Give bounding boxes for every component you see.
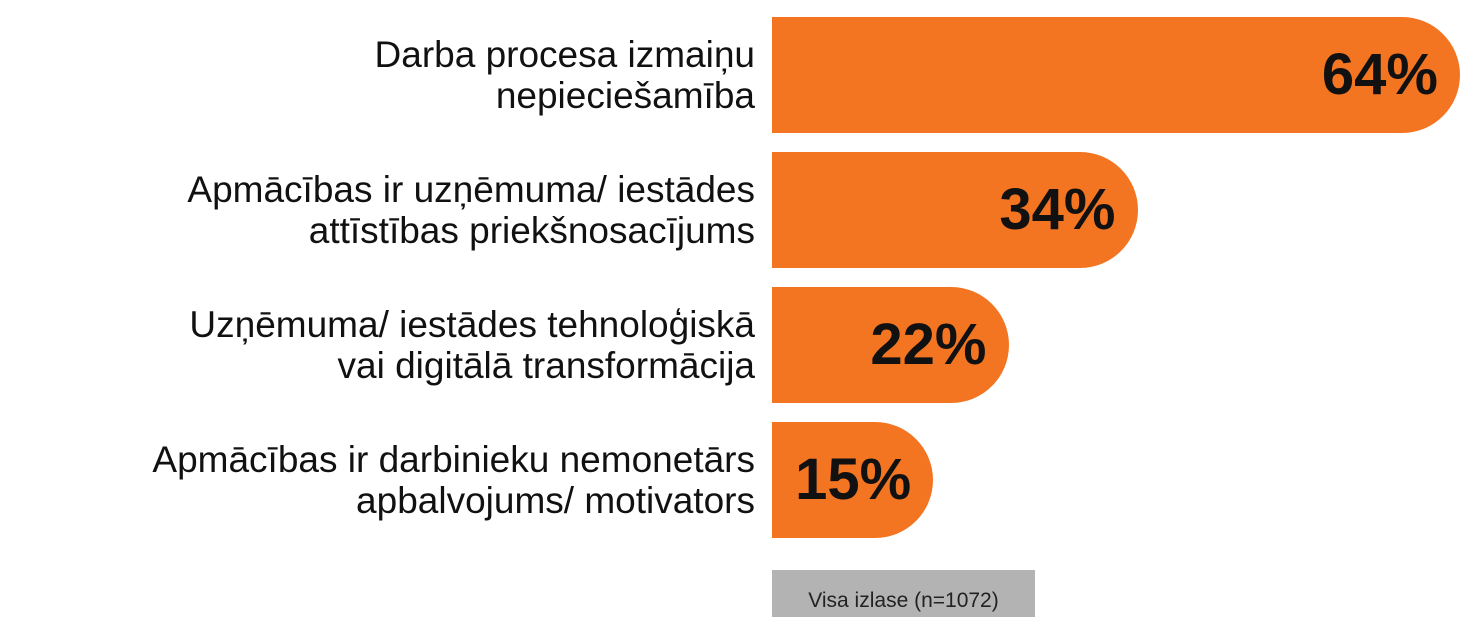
bar — [772, 287, 1009, 403]
bar — [772, 152, 1138, 268]
bar — [772, 422, 934, 538]
value-label: 15% — [795, 447, 912, 512]
value-label: 22% — [870, 312, 987, 377]
value-label: 34% — [999, 177, 1116, 242]
value-label: 64% — [1321, 42, 1438, 107]
category-label: Apmācības ir darbinieku nemonetārs apbal… — [152, 439, 755, 521]
bar — [772, 17, 1460, 133]
category-label: Apmācības ir uzņēmuma/ iestādes attīstīb… — [187, 169, 755, 251]
category-label: Darba procesa izmaiņu nepieciešamība — [374, 34, 755, 116]
legend-entry: Visa izlase (n=1072) — [772, 570, 1035, 617]
category-label: Uzņēmuma/ iestādes tehnoloģiskā vai digi… — [189, 304, 755, 386]
